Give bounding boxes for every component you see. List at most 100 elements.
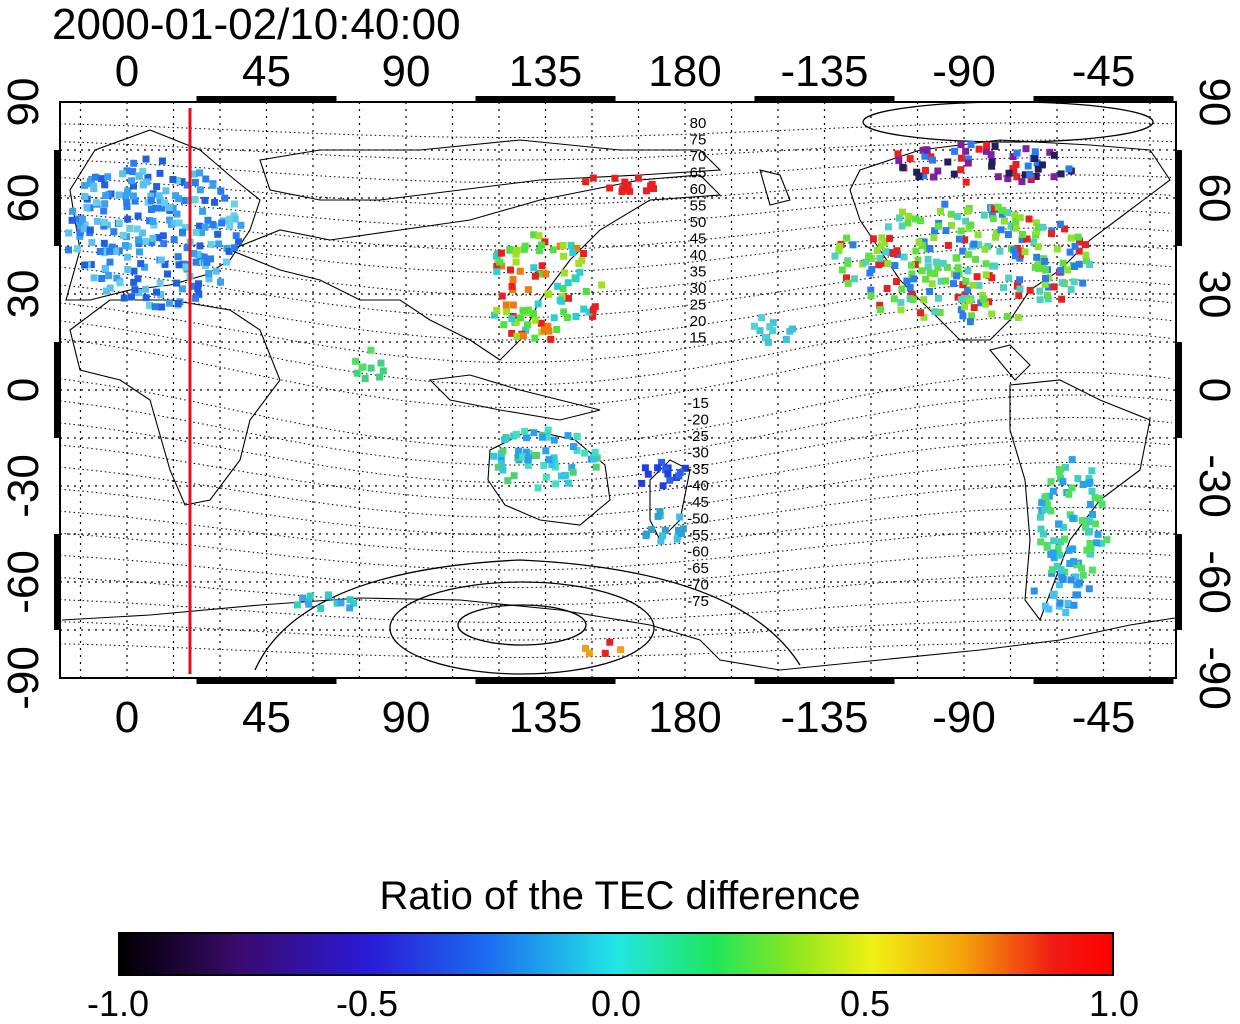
tec-cell xyxy=(1059,478,1067,486)
tec-cell xyxy=(215,240,223,248)
tec-cell xyxy=(337,599,345,607)
tec-cell xyxy=(914,256,922,264)
tec-cell xyxy=(226,215,234,223)
tec-cell xyxy=(136,248,143,256)
tec-cell xyxy=(908,270,916,278)
tec-cell xyxy=(530,264,538,272)
tec-cell xyxy=(135,289,143,297)
tec-cell xyxy=(1036,513,1044,521)
tec-cell xyxy=(195,290,203,298)
tec-cell xyxy=(499,466,507,474)
tec-cell xyxy=(1047,550,1055,558)
tec-cell xyxy=(1089,511,1096,518)
lon-tick-label: -90 xyxy=(932,47,996,96)
tec-cell xyxy=(105,272,113,280)
tec-cell xyxy=(129,168,137,176)
tec-cell xyxy=(180,197,188,205)
tec-cell xyxy=(626,187,634,195)
tec-cell xyxy=(1050,151,1058,159)
tec-cell xyxy=(554,282,562,290)
tec-cell xyxy=(151,303,159,311)
contour-label: -60 xyxy=(687,544,709,561)
tec-cell xyxy=(538,241,546,249)
tec-cell xyxy=(764,338,772,346)
tec-cell xyxy=(589,312,597,320)
tec-cell xyxy=(1012,161,1020,168)
tec-cell xyxy=(196,169,204,177)
contour-label: -35 xyxy=(687,461,709,478)
tec-cell xyxy=(890,295,898,303)
tec-cell xyxy=(1086,261,1094,268)
lat-tick-label: -90 xyxy=(1190,646,1239,710)
tec-cell xyxy=(994,173,1002,181)
tec-cell xyxy=(142,155,150,163)
tec-cell xyxy=(1057,170,1065,178)
tec-cell xyxy=(1003,313,1011,321)
tec-cell xyxy=(1012,224,1020,232)
contour-line xyxy=(59,529,1173,571)
tec-cell xyxy=(524,306,532,314)
tec-cell xyxy=(544,426,552,434)
tec-cell xyxy=(913,168,921,176)
tec-cell xyxy=(1091,494,1099,502)
tec-cell xyxy=(1041,280,1049,288)
tec-cell xyxy=(836,242,844,250)
tec-cell xyxy=(1026,170,1034,178)
tec-cell xyxy=(924,263,932,271)
tec-cell xyxy=(1005,274,1013,282)
contour-line xyxy=(59,574,1173,606)
tec-cell xyxy=(534,300,542,308)
tec-cell xyxy=(937,277,945,285)
tec-cell xyxy=(927,269,934,277)
tec-cell xyxy=(1016,285,1024,293)
contour-label: 15 xyxy=(690,330,707,347)
tec-cell xyxy=(146,301,153,309)
tec-cell xyxy=(544,322,552,330)
tec-cell xyxy=(508,315,516,323)
tec-cell xyxy=(192,228,200,236)
tec-cell xyxy=(983,141,991,149)
tec-cell xyxy=(573,446,581,454)
tec-cell xyxy=(1047,507,1055,515)
tec-cell xyxy=(324,591,332,599)
tec-cell xyxy=(376,373,384,381)
contour-label: -70 xyxy=(687,577,709,594)
tec-cell xyxy=(908,261,915,269)
tec-cell xyxy=(980,211,988,219)
coastline xyxy=(259,139,722,201)
tec-cell xyxy=(1064,266,1071,274)
tec-cell xyxy=(990,205,998,213)
tec-cell xyxy=(1069,545,1077,553)
tec-cell xyxy=(936,309,944,316)
tec-cell xyxy=(982,300,989,308)
tec-cell xyxy=(88,239,96,247)
tec-cell xyxy=(106,247,114,255)
contour-label: -40 xyxy=(687,478,709,495)
contour-line xyxy=(59,417,1173,483)
contour-line xyxy=(59,227,1173,273)
tec-cell xyxy=(659,482,667,490)
tec-cell xyxy=(130,159,138,167)
tec-cell xyxy=(883,285,891,292)
tec-cell xyxy=(769,327,777,335)
contour-line xyxy=(59,484,1173,536)
tec-cell xyxy=(129,192,137,200)
tec-cell xyxy=(530,231,538,239)
frame-bar xyxy=(196,678,337,684)
longitude-ticks-top: 0 45 90 135 180 -135 -90 -45 xyxy=(115,47,1136,96)
tec-cell xyxy=(540,326,548,334)
tec-cell xyxy=(119,232,127,239)
lon-tick-label: 180 xyxy=(648,693,721,742)
tec-cell xyxy=(891,262,899,269)
tec-cell xyxy=(1004,209,1011,217)
tec-cell xyxy=(941,200,949,208)
tec-cell xyxy=(556,296,564,304)
tec-cell xyxy=(162,187,170,195)
tec-cell xyxy=(1087,545,1095,552)
tec-cell xyxy=(895,214,903,222)
tec-cell xyxy=(1030,238,1038,246)
tec-cell xyxy=(361,375,369,382)
tec-cell xyxy=(989,215,997,223)
tec-cell xyxy=(1021,171,1029,179)
contour-line xyxy=(59,262,1173,318)
